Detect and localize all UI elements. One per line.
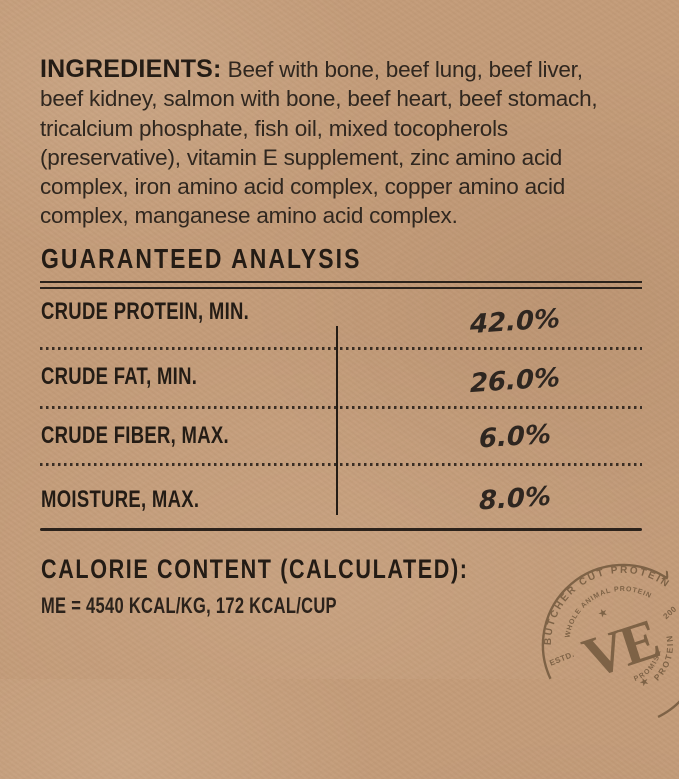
calorie-content-detail: ME = 4540 KCAL/KG, 172 KCAL/CUP bbox=[41, 593, 337, 618]
star-icon: ★ bbox=[596, 606, 610, 621]
calorie-content-title: CALORIE CONTENT (CALCULATED): bbox=[41, 554, 469, 584]
ingredients-line: beef kidney, salmon with bone, beef hear… bbox=[40, 86, 598, 112]
analysis-row-value: 8.0% bbox=[479, 481, 551, 517]
ingredients-line: complex, manganese amino acid complex. bbox=[40, 203, 458, 229]
pet-food-label: { "colors": { "paper": "#c49c79", "ink":… bbox=[0, 0, 679, 718]
analysis-row-label: MOISTURE, MAX. bbox=[41, 486, 200, 513]
ingredients-line: tricalcium phosphate, fish oil, mixed to… bbox=[40, 115, 508, 141]
analysis-row-label: CRUDE FAT, MIN. bbox=[41, 363, 198, 390]
ingredients-line: (preservative), vitamin E supplement, zi… bbox=[40, 144, 563, 170]
brand-stamp: BUTCHER CUT PROTEIN WHOLE ANIMAL PROTEIN… bbox=[523, 541, 679, 718]
ingredients-line: INGREDIENTS: Beef with bone, beef lung, … bbox=[40, 55, 662, 84]
ingredients-text: Beef with bone, beef lung, beef liver, bbox=[227, 57, 583, 82]
ingredients-label: INGREDIENTS: bbox=[40, 55, 222, 83]
analysis-row-label: CRUDE PROTEIN, MIN. bbox=[41, 298, 250, 325]
stamp-estd-text: ESTD. bbox=[548, 650, 576, 668]
stamp-monogram: VE bbox=[576, 608, 666, 691]
analysis-row-value: 42.0% bbox=[470, 303, 560, 341]
analysis-row-value: 26.0% bbox=[470, 362, 560, 400]
double-rule bbox=[40, 281, 642, 289]
dotted-separator bbox=[40, 406, 642, 409]
table-bottom-rule bbox=[40, 528, 642, 531]
stamp-ring bbox=[541, 563, 669, 680]
analysis-row-label: CRUDE FIBER, MAX. bbox=[41, 422, 229, 449]
chevron-right-icon: ❯ bbox=[660, 569, 672, 582]
ingredients-section: INGREDIENTS: Beef with bone, beef lung, … bbox=[40, 55, 662, 231]
guaranteed-analysis-title: GUARANTEED ANALYSIS bbox=[41, 243, 362, 274]
analysis-row-value: 6.0% bbox=[479, 419, 551, 455]
column-divider bbox=[336, 326, 338, 515]
dotted-separator bbox=[40, 347, 642, 350]
stamp-year-text: 200 bbox=[662, 604, 679, 621]
dotted-separator bbox=[40, 463, 642, 466]
ingredients-line: complex, iron amino acid complex, copper… bbox=[40, 174, 566, 200]
